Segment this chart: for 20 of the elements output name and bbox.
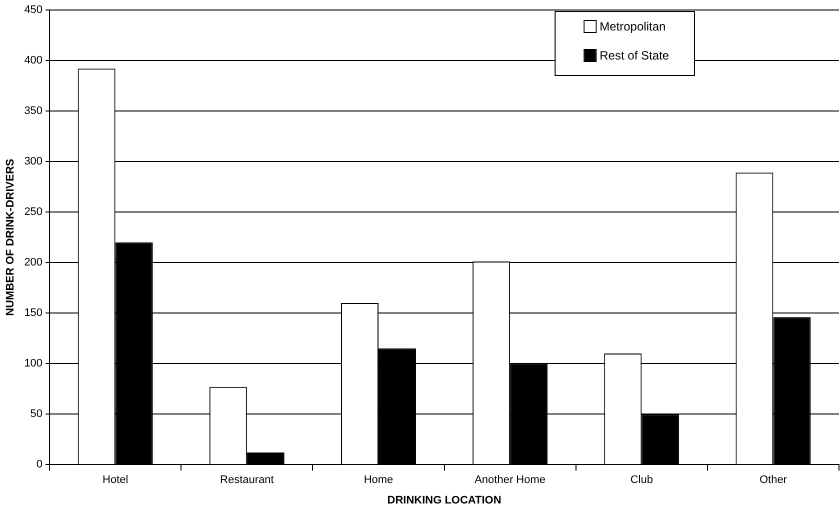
y-tick-label: 0 — [36, 458, 43, 471]
x-tick-label: Hotel — [102, 474, 128, 486]
x-tick-label: Restaurant — [220, 474, 274, 486]
y-tick-label: 100 — [24, 358, 43, 370]
y-tick-label: 200 — [24, 256, 43, 269]
y-axis-title: NUMBER OF DRINK-DRIVERS — [4, 158, 17, 316]
x-tick-label: Another Home — [474, 474, 546, 486]
legend-label: Metropolitan — [600, 19, 666, 34]
legend-label: Rest of State — [600, 48, 670, 62]
x-tick-label: Home — [364, 474, 394, 486]
y-tick-label: 50 — [30, 408, 43, 420]
y-tick-label: 400 — [24, 54, 43, 67]
y-tick-label: 250 — [24, 206, 43, 218]
y-tick-label: 450 — [24, 4, 43, 16]
y-tick-label: 300 — [24, 156, 43, 168]
x-axis-title: DRINKING LOCATION — [387, 494, 502, 506]
x-tick-label: Club — [630, 474, 653, 486]
y-tick-label: 350 — [24, 105, 43, 118]
x-tick-label: Other — [759, 474, 788, 486]
y-tick-label: 150 — [24, 307, 43, 320]
